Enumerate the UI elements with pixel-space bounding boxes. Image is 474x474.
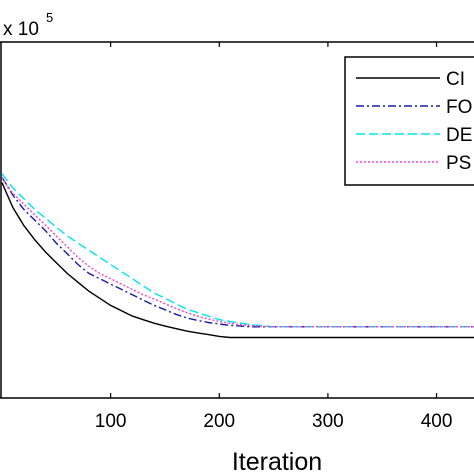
x-axis-label: Iteration (232, 448, 322, 474)
series-layer (1, 173, 474, 339)
series-line-ps (1, 176, 474, 328)
x-tick-label: 300 (312, 411, 344, 432)
x-tick-label: 200 (203, 411, 235, 432)
legend-label-ps: PS (446, 153, 471, 174)
x-tick-label: 100 (95, 411, 127, 432)
legend: CI FO DE PS (344, 56, 474, 186)
series-line-de (1, 173, 474, 328)
series-line-ci (1, 182, 474, 339)
x-tick-labels: 100 200 300 400 (95, 411, 453, 432)
axis-ticks (110, 42, 438, 398)
legend-label-fo: FO (446, 97, 472, 118)
y-exponent-power: 5 (46, 10, 53, 25)
legend-label-de: DE (446, 125, 472, 146)
legend-label-ci: CI (446, 69, 465, 90)
y-exponent-label: x 10 (3, 19, 39, 40)
plot-frame (0, 41, 474, 399)
series-line-fo (1, 176, 474, 328)
x-tick-label: 400 (421, 411, 453, 432)
